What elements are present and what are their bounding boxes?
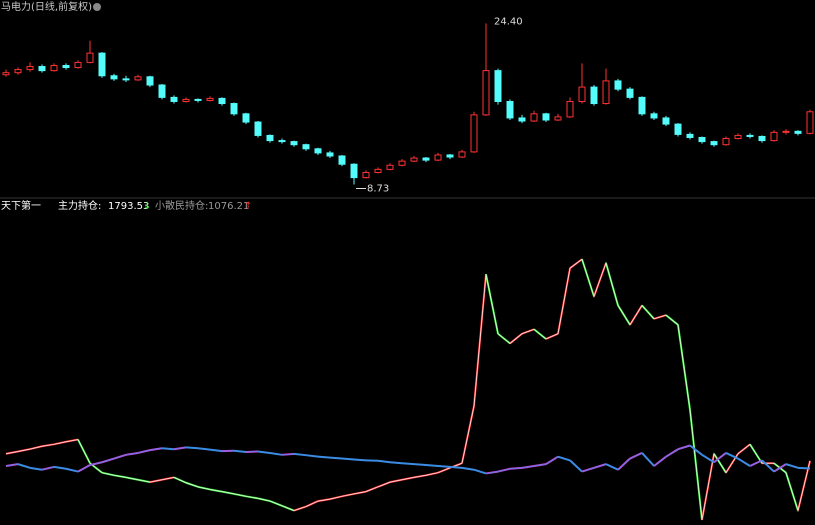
candle-body xyxy=(434,154,442,161)
candle-body xyxy=(686,133,694,138)
candle-body xyxy=(746,134,754,137)
candle-body xyxy=(110,75,118,80)
candle-body xyxy=(494,70,502,102)
candle-body xyxy=(590,86,598,105)
candle-body xyxy=(134,76,142,81)
candle-body xyxy=(362,171,370,179)
candle-body xyxy=(242,113,250,123)
candle-body xyxy=(254,121,262,136)
candle-body xyxy=(206,97,214,101)
candle-body xyxy=(446,154,454,158)
candle-body xyxy=(758,135,766,142)
candle-body xyxy=(398,160,406,166)
legend-main: 主力持仓: xyxy=(58,199,101,212)
candle-body xyxy=(782,130,790,133)
candle-body xyxy=(338,155,346,165)
candle-body xyxy=(230,103,238,115)
candle-body xyxy=(566,100,574,118)
candle-body xyxy=(458,151,466,158)
candle-body xyxy=(122,78,130,81)
candle-body xyxy=(698,136,706,143)
candle-body xyxy=(278,140,286,143)
candle-body xyxy=(542,113,550,121)
candle-body xyxy=(734,134,742,140)
candle-body xyxy=(374,168,382,173)
candle-body xyxy=(38,66,46,72)
candle-body xyxy=(182,98,190,102)
candle-body xyxy=(614,80,622,90)
candle-body xyxy=(650,113,658,119)
candle-body xyxy=(290,141,298,146)
candle-body xyxy=(506,100,514,119)
low-label: 8.73 xyxy=(367,183,389,194)
candle-body xyxy=(554,116,562,121)
candle-body xyxy=(518,117,526,122)
candle-body xyxy=(602,80,610,105)
candle-body xyxy=(74,61,82,69)
candle-body xyxy=(386,164,394,170)
settings-icon[interactable] xyxy=(93,3,101,11)
candle-body xyxy=(770,131,778,142)
legend-main-value: 1793.53 xyxy=(108,201,149,212)
candle-body xyxy=(530,113,538,122)
candle-body xyxy=(146,76,154,86)
candle-body xyxy=(86,52,94,63)
indicator-title: 天下第一 xyxy=(1,199,41,212)
candle-body xyxy=(62,64,70,69)
candle-body xyxy=(410,157,418,162)
candle-body xyxy=(674,123,682,135)
candle-body xyxy=(302,144,310,150)
candle-body xyxy=(710,141,718,146)
candle-body xyxy=(26,66,34,71)
candle-body xyxy=(482,70,490,116)
candle-body xyxy=(194,98,202,101)
candle-body xyxy=(794,130,802,134)
line-series xyxy=(5,444,811,474)
candle-body xyxy=(14,69,22,74)
legend-retail-trend: ↑ xyxy=(244,201,252,212)
candle-body xyxy=(50,64,58,72)
candle-body xyxy=(2,72,10,76)
candle-body xyxy=(470,114,478,153)
candle-body xyxy=(626,88,634,98)
candle-body xyxy=(314,148,322,154)
candle-body xyxy=(806,111,814,134)
chart-title: 马电力(日线,前复权) xyxy=(1,0,92,13)
candle-body xyxy=(578,86,586,102)
candle-body xyxy=(158,84,166,98)
candle-body xyxy=(98,52,106,77)
line-series xyxy=(5,258,811,521)
candle-body xyxy=(218,97,226,105)
legend-retail-value: 1076.21 xyxy=(208,201,249,212)
candle-body xyxy=(170,96,178,102)
legend-main-trend: ↓ xyxy=(143,201,151,212)
candle-body xyxy=(326,152,334,157)
high-label: 24.40 xyxy=(494,16,523,27)
legend-retail: 小散民持仓: xyxy=(155,199,208,212)
candle-body xyxy=(638,96,646,115)
candle-body xyxy=(422,157,430,161)
candle-body xyxy=(350,163,358,179)
candle-body xyxy=(722,138,730,146)
candle-body xyxy=(266,134,274,142)
candle-body xyxy=(662,117,670,125)
